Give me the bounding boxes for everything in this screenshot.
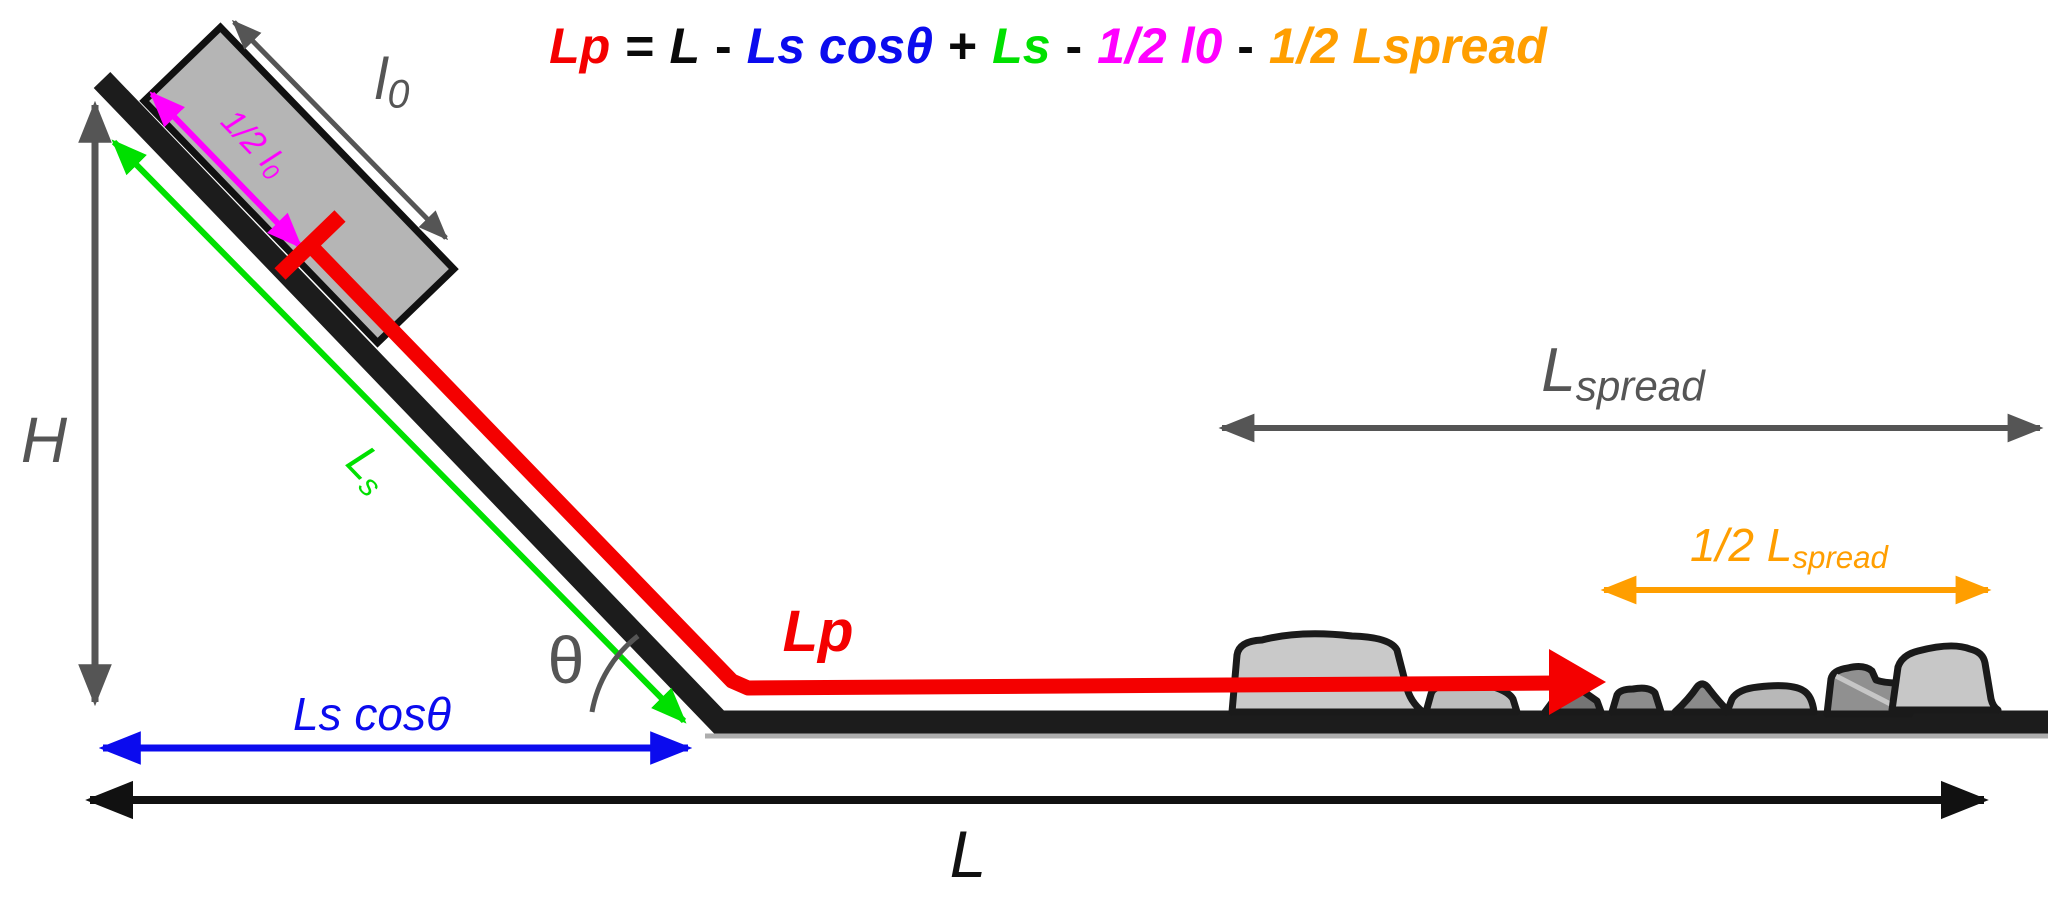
formula-term-l: L	[669, 18, 701, 74]
rock-5	[1671, 680, 1733, 716]
l0-label-base: l	[374, 47, 388, 112]
formula-term-ls: Ls	[992, 18, 1051, 74]
lp-path	[304, 239, 1559, 696]
formula-minus-3: -	[1237, 18, 1254, 74]
lspread-label-sub: spread	[1575, 362, 1705, 410]
rock-4	[1608, 684, 1665, 716]
slope-ground-line	[93, 72, 2048, 734]
rock-1	[1228, 630, 1427, 716]
lspread-label: Lspread	[1541, 340, 1704, 407]
formula-term-half-lspread: 1/2 Lspread	[1268, 18, 1547, 74]
l-total-label: L	[949, 817, 987, 891]
lspread-label-base: L	[1541, 336, 1576, 405]
debris-field	[1228, 630, 2002, 718]
half-lspread-label-sub: spread	[1792, 539, 1888, 575]
half-lspread-label: 1/2 Lspread	[1690, 519, 1888, 573]
rock-6	[1723, 682, 1818, 716]
ls-arrow	[111, 139, 687, 724]
l0-label-sub: 0	[387, 72, 410, 117]
half-lspread-label-base: 1/2 L	[1690, 519, 1793, 571]
l0-label: l0	[375, 51, 410, 115]
lp-arrowhead	[1549, 649, 1606, 715]
formula-plus: +	[947, 18, 978, 74]
formula-term-lp: Lp	[549, 18, 611, 74]
formula-term-ls-cos-theta: Ls cosθ	[746, 18, 933, 74]
formula-minus-2: -	[1065, 18, 1083, 74]
theta-label: θ	[547, 623, 585, 697]
ls-cos-theta-label: Ls cosθ	[293, 688, 451, 740]
theta-arc	[589, 634, 640, 713]
formula: Lp = L - Ls cosθ + Ls - 1/2 l0 - 1/2 Lsp…	[549, 17, 1547, 75]
lp-label: Lp	[782, 599, 854, 664]
formula-minus-1: -	[715, 18, 732, 74]
rock-8	[1888, 642, 2002, 714]
formula-equals: =	[625, 18, 655, 74]
formula-term-half-l0: 1/2 l0	[1097, 18, 1223, 74]
h-label: H	[20, 404, 68, 476]
